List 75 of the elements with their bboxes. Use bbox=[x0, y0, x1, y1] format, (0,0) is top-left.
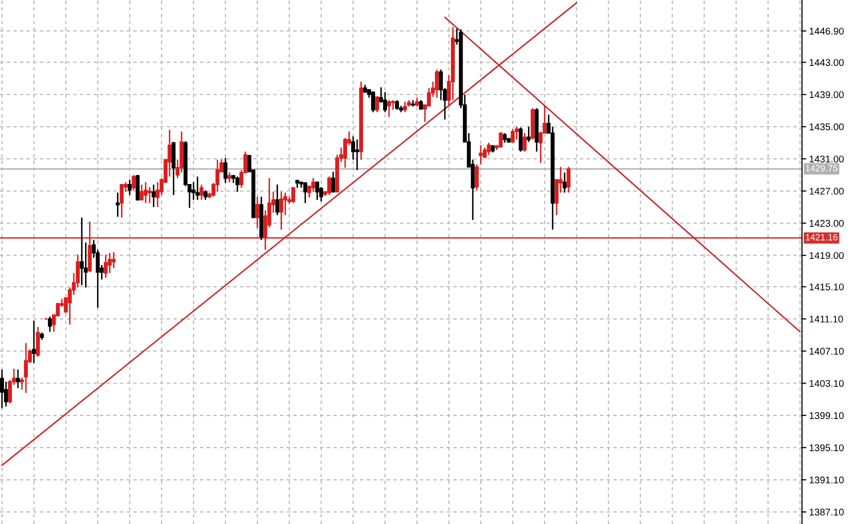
candlestick bbox=[0, 368, 4, 409]
candlestick bbox=[291, 186, 296, 204]
candlestick bbox=[327, 176, 332, 196]
y-tick-label: 1407.10 bbox=[810, 348, 844, 355]
candlestick bbox=[275, 184, 280, 216]
candlestick bbox=[395, 99, 399, 110]
candlestick bbox=[403, 101, 407, 113]
candlestick bbox=[144, 181, 148, 204]
y-tick-label: 1431.00 bbox=[810, 156, 844, 162]
candlestick bbox=[518, 126, 523, 152]
candlestick bbox=[387, 99, 391, 118]
y-tick-label: 1403.10 bbox=[810, 380, 844, 387]
candlestick bbox=[279, 191, 284, 230]
candlestick bbox=[216, 158, 220, 193]
candlestick bbox=[24, 342, 28, 394]
candlestick bbox=[104, 254, 108, 279]
candlestick bbox=[140, 184, 144, 201]
y-tick-label: 1387.10 bbox=[810, 508, 844, 516]
candlestick bbox=[132, 174, 136, 191]
candlestick bbox=[526, 126, 531, 143]
y-tick-label: 1415.10 bbox=[810, 283, 844, 290]
candlestick bbox=[474, 164, 479, 191]
y-tick-label: 1423.00 bbox=[810, 220, 844, 227]
candlestick bbox=[223, 157, 228, 184]
candlestick bbox=[32, 320, 36, 364]
y-tick-label: 1391.10 bbox=[810, 476, 844, 484]
candlestick bbox=[355, 138, 360, 171]
y-tick-label: 1399.10 bbox=[810, 412, 844, 420]
candlestick bbox=[120, 184, 124, 218]
candlestick bbox=[196, 176, 200, 201]
candlestick bbox=[204, 190, 208, 201]
y-tick-label: 1427.00 bbox=[810, 188, 844, 195]
candlestick bbox=[311, 177, 316, 193]
candlestick bbox=[566, 166, 571, 194]
candlestick bbox=[148, 186, 152, 204]
candlestick bbox=[478, 144, 483, 166]
y-tick-label: 1443.00 bbox=[810, 59, 844, 66]
y-tick-label: 1419.00 bbox=[810, 252, 844, 259]
candlestick bbox=[48, 316, 52, 332]
candlestick bbox=[36, 326, 40, 358]
candlestick bbox=[112, 251, 116, 269]
candlestick bbox=[383, 91, 387, 113]
candlestick bbox=[108, 252, 112, 274]
candlestick bbox=[419, 99, 423, 110]
y-tick-label: 1439.00 bbox=[810, 91, 844, 98]
candlestick bbox=[152, 184, 156, 208]
y-tick-label: 1395.10 bbox=[810, 444, 844, 452]
candlestick bbox=[331, 171, 336, 194]
y-tick-label: 1435.00 bbox=[810, 123, 844, 130]
y-tick-label: 1411.10 bbox=[810, 316, 843, 323]
candlestick bbox=[498, 132, 503, 148]
candlestick bbox=[371, 91, 376, 113]
candlestick bbox=[391, 99, 395, 110]
candlestick bbox=[434, 68, 439, 98]
candlestick bbox=[514, 126, 519, 140]
candlestick bbox=[156, 181, 160, 208]
candlestick bbox=[235, 176, 240, 193]
candlestick bbox=[16, 368, 20, 389]
candlestick bbox=[227, 172, 232, 183]
candlestick bbox=[303, 181, 308, 204]
candlestick bbox=[255, 196, 260, 229]
candlestick bbox=[200, 184, 204, 201]
candlestick bbox=[562, 172, 567, 194]
candlestick bbox=[522, 132, 527, 152]
candlestick bbox=[510, 128, 515, 144]
candlestick bbox=[116, 192, 120, 218]
candlestick bbox=[315, 181, 320, 201]
candlestick bbox=[486, 142, 491, 156]
ref-line-label: 1421.16 bbox=[806, 234, 838, 240]
ref-line-label: 1429.75 bbox=[806, 164, 838, 172]
candlestick bbox=[80, 216, 84, 286]
candlestick bbox=[375, 96, 380, 113]
candlestick bbox=[502, 132, 507, 144]
y-tick-label: 1446.90 bbox=[810, 28, 844, 35]
candlestick bbox=[128, 179, 132, 196]
